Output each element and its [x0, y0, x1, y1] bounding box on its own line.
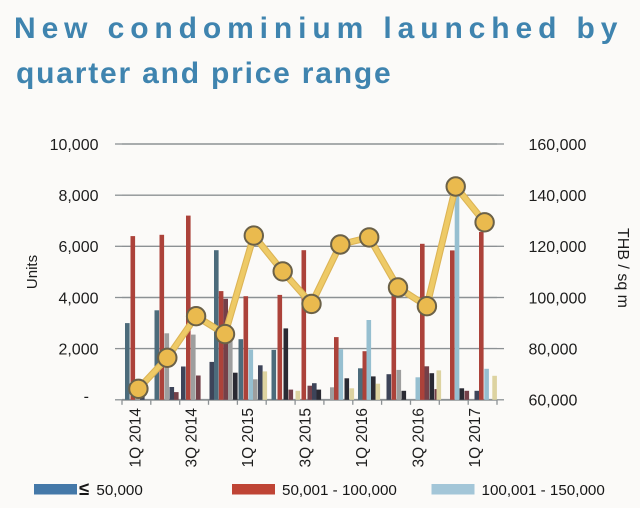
svg-text:1Q 2017: 1Q 2017 [467, 408, 484, 467]
svg-text:100,001 - 150,000: 100,001 - 150,000 [482, 482, 605, 499]
svg-text:3Q 2016: 3Q 2016 [411, 408, 428, 467]
svg-text:3Q 2015: 3Q 2015 [298, 408, 315, 467]
svg-text:Units: Units [24, 255, 41, 289]
svg-text:1Q 2014: 1Q 2014 [128, 408, 145, 468]
svg-text:80,000: 80,000 [529, 341, 578, 358]
svg-text:100,000: 100,000 [529, 290, 587, 307]
svg-text:3Q 2014: 3Q 2014 [184, 408, 201, 468]
svg-text:50,001 - 100,000: 50,001 - 100,000 [282, 482, 397, 499]
svg-text:60,000: 60,000 [529, 393, 578, 410]
svg-text:-: - [84, 388, 89, 405]
svg-text:8,000: 8,000 [58, 188, 98, 205]
svg-text:1Q 2015: 1Q 2015 [240, 408, 257, 467]
svg-text:140,000: 140,000 [529, 188, 587, 205]
svg-text:2,000: 2,000 [58, 341, 98, 358]
svg-text:120,000: 120,000 [529, 239, 587, 256]
svg-text:1Q 2016: 1Q 2016 [354, 408, 371, 467]
svg-text:160,000: 160,000 [529, 137, 587, 154]
svg-text:6,000: 6,000 [58, 239, 98, 256]
svg-text:≤ 50,000: ≤ 50,000 [79, 478, 143, 499]
svg-text:10,000: 10,000 [50, 137, 99, 154]
svg-text:THB / sq m: THB / sq m [614, 228, 631, 308]
svg-text:4,000: 4,000 [58, 290, 98, 307]
